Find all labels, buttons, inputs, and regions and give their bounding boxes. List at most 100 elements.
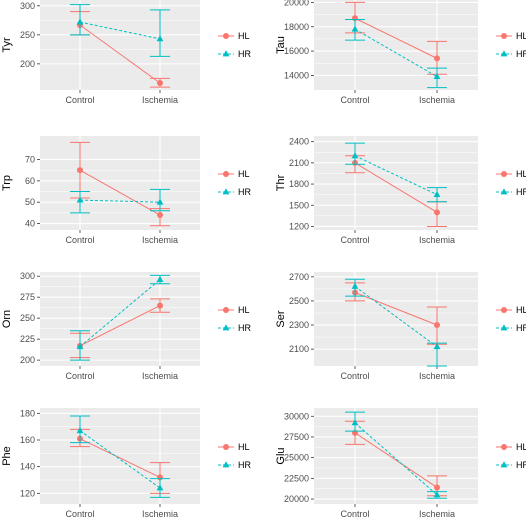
y-axis-title: Trp	[1, 175, 13, 191]
legend-key-marker	[223, 171, 229, 177]
series-hr	[345, 18, 447, 89]
series-line	[79, 430, 161, 489]
series-line	[79, 24, 161, 84]
y-tick-label: 22500	[284, 473, 309, 483]
legend-label: HL	[238, 31, 250, 41]
panel-background	[314, 272, 478, 366]
panel-background	[40, 272, 200, 366]
legend-label: HL	[516, 169, 526, 179]
y-tick-label: 18000	[284, 22, 309, 32]
legend-label: HR	[238, 187, 251, 197]
series-line	[79, 199, 161, 203]
x-tick-label: Ischemia	[419, 509, 455, 517]
y-tick-label: 16000	[284, 46, 309, 56]
legend-label: HR	[516, 49, 526, 59]
legend: HL HR	[218, 305, 251, 333]
y-tick-label: 275	[20, 292, 35, 302]
y-tick-label: 2100	[289, 158, 309, 168]
legend-label: HR	[238, 460, 251, 470]
y-tick-label: 300	[20, 271, 35, 281]
data-point	[351, 419, 359, 426]
data-point	[351, 25, 359, 32]
y-tick-label: 2400	[289, 137, 309, 147]
x-tick-label: Control	[65, 235, 94, 245]
series-line	[354, 422, 438, 496]
chart-panel-glu: 20000 22500 25000 27500 30000 Control Ischemia…	[275, 408, 526, 517]
legend-key-marker	[222, 188, 230, 195]
panel-background	[314, 0, 478, 90]
x-tick-label: Ischemia	[419, 371, 455, 381]
y-tick-label: 1800	[289, 179, 309, 189]
y-tick-label: 140	[20, 462, 35, 472]
series-line	[79, 279, 161, 348]
series-hr	[70, 415, 170, 498]
series-hr	[345, 142, 447, 203]
legend-label: HR	[516, 187, 526, 197]
y-tick-label: 20000	[284, 494, 309, 504]
series-line	[79, 438, 161, 478]
legend-label: HR	[238, 323, 251, 333]
legend-key-marker	[223, 444, 229, 450]
data-point	[156, 35, 164, 42]
series-hl	[70, 428, 170, 494]
data-point	[433, 491, 441, 498]
legend: HL HR	[496, 31, 526, 59]
series-line	[354, 286, 438, 348]
chart-panel-tau: 14000 16000 18000 20000 Control Ischemia Tau HL…	[275, 0, 526, 105]
x-tick-label: Control	[65, 95, 94, 105]
y-tick-label: 180	[20, 408, 35, 418]
chart-panel-phe: 120 140 160 180 Control Ischemia Phe HL HR	[1, 408, 251, 517]
series-hr	[70, 274, 170, 361]
x-tick-label: Ischemia	[142, 95, 178, 105]
y-tick-label: 60	[25, 176, 35, 186]
y-tick-label: 200	[20, 59, 35, 69]
data-point	[351, 282, 359, 289]
legend-label: HL	[238, 442, 250, 452]
x-tick-label: Control	[65, 371, 94, 381]
y-tick-label: 20000	[284, 0, 309, 7]
data-point	[76, 196, 84, 203]
series-line	[354, 162, 438, 213]
data-point	[76, 342, 84, 350]
y-axis-title: Glu	[275, 447, 287, 464]
x-tick-label: Control	[340, 509, 369, 517]
panel-background	[314, 408, 478, 504]
y-tick-label: 250	[20, 313, 35, 323]
y-tick-label: 120	[20, 488, 35, 498]
y-tick-label: 250	[20, 30, 35, 40]
y-axis-title: Phe	[1, 446, 13, 466]
x-tick-label: Ischemia	[419, 95, 455, 105]
y-tick-label: 25000	[284, 453, 309, 463]
series-line	[354, 432, 438, 488]
y-axis-title: Tyr	[1, 37, 13, 53]
legend-key-marker	[500, 188, 508, 195]
data-point	[434, 322, 440, 329]
legend-key-marker	[222, 324, 230, 331]
series-hr	[345, 411, 447, 499]
panel-background	[40, 136, 200, 230]
x-tick-label: Ischemia	[142, 235, 178, 245]
legend-label: HL	[516, 31, 526, 41]
data-point	[434, 55, 440, 62]
data-point	[433, 342, 441, 350]
data-point	[156, 275, 164, 282]
legend: HL HR	[218, 442, 251, 470]
y-tick-label: 2300	[289, 320, 309, 330]
legend-label: HR	[516, 323, 526, 333]
y-axis-title: Tau	[275, 36, 287, 54]
x-tick-label: Control	[340, 371, 369, 381]
legend: HL HR	[218, 169, 251, 197]
legend-key-marker	[501, 307, 507, 313]
x-tick-label: Control	[340, 235, 369, 245]
legend-key-marker	[500, 50, 508, 57]
y-tick-label: 70	[25, 155, 35, 165]
legend: HL HR	[496, 442, 526, 470]
data-point	[157, 212, 163, 219]
panel-background	[40, 0, 200, 90]
data-point	[156, 198, 164, 205]
y-tick-label: 160	[20, 435, 35, 445]
panel-background	[314, 136, 478, 230]
legend-label: HR	[238, 49, 251, 59]
x-tick-label: Ischemia	[142, 371, 178, 381]
legend-key-marker	[500, 324, 508, 331]
